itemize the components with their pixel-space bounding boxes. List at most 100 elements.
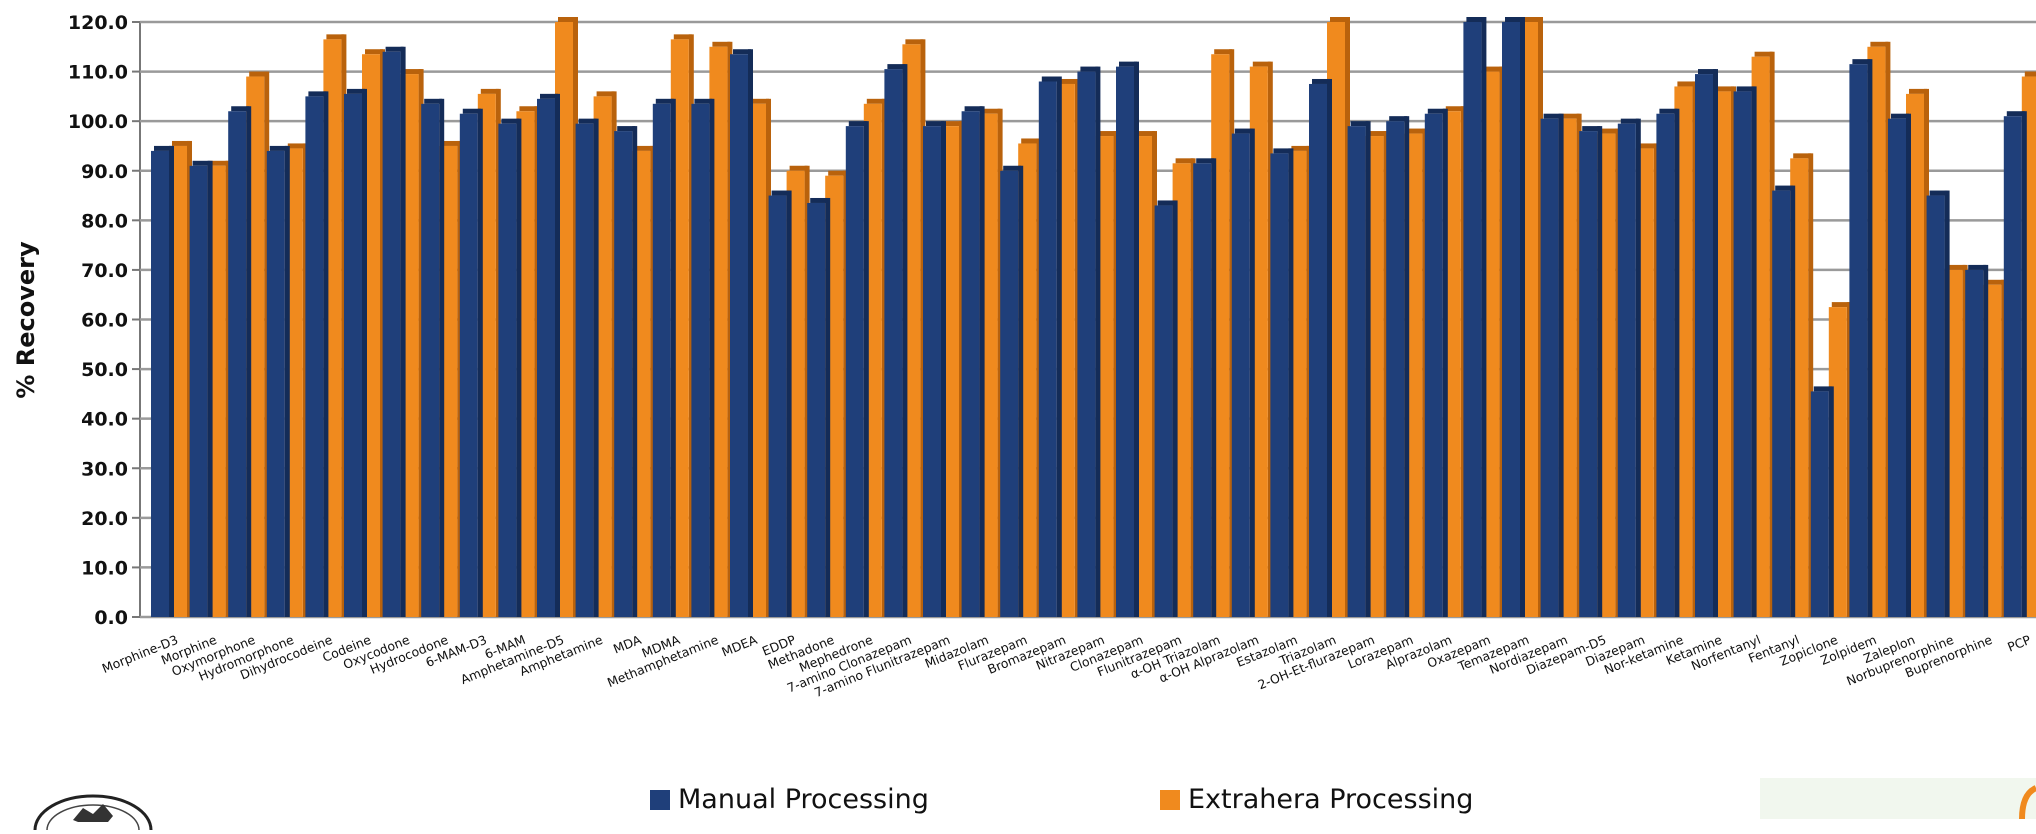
bar-manual	[691, 103, 710, 617]
bar-manual	[498, 123, 517, 617]
bar-manual-side	[2021, 111, 2027, 617]
bar-manual-side	[1404, 116, 1410, 618]
bar-manual-top	[385, 46, 404, 52]
bar-manual-top	[347, 88, 365, 94]
x-tick-label: PCP	[2005, 632, 2033, 655]
bar-manual-side	[400, 46, 406, 617]
bar-manual	[1502, 22, 1520, 617]
bar-manual-side	[1635, 118, 1641, 617]
bar-extrahera-side	[1306, 145, 1312, 617]
bar-manual-top	[1543, 113, 1562, 119]
y-tick-label: 50.0	[81, 359, 128, 381]
legend-swatch-manual	[650, 789, 670, 810]
bar-extrahera-top	[1059, 78, 1078, 84]
bar-extrahera-top	[1600, 128, 1619, 134]
bar-manual-side	[1442, 108, 1448, 618]
bar-manual-top	[1157, 200, 1176, 206]
bar-extrahera-top	[982, 108, 1001, 114]
bar-extrahera-top	[1407, 128, 1426, 134]
bar-manual-top	[231, 106, 250, 112]
bar-manual	[575, 123, 594, 617]
bar-extrahera-top	[1909, 88, 1927, 94]
bar-extrahera-side	[1769, 51, 1775, 618]
bar-manual-side	[709, 98, 715, 617]
bar-extrahera-side	[534, 106, 540, 617]
bar-manual-top	[1698, 69, 1716, 75]
bar-manual-top	[1891, 113, 1909, 119]
bar-manual-top	[1659, 108, 1678, 114]
bar-manual-side	[1713, 69, 1718, 617]
bar-manual	[961, 111, 980, 617]
y-tick-label: 60.0	[81, 310, 128, 332]
bar-manual-top	[1620, 118, 1639, 124]
bar-extrahera-side	[264, 71, 270, 617]
bar-manual-side	[516, 118, 522, 617]
y-tick-label: 80.0	[81, 210, 128, 232]
bar-manual	[151, 150, 169, 617]
bar-extrahera-top	[1523, 17, 1541, 22]
bar-manual-side	[323, 91, 329, 617]
y-tick-label: 30.0	[81, 458, 128, 480]
bar-manual-top	[501, 118, 520, 124]
bar-extrahera-side	[997, 108, 1003, 618]
bar-extrahera-top	[673, 34, 692, 40]
bar-manual	[1193, 163, 1212, 617]
bar-extrahera-side	[1576, 113, 1582, 617]
bar-manual	[1038, 81, 1057, 617]
bar-manual	[382, 51, 401, 617]
bar-extrahera-side	[1962, 264, 1968, 617]
bar-manual	[768, 195, 787, 617]
bar-extrahera-side	[766, 98, 771, 617]
bar-manual	[459, 113, 478, 618]
y-tick-label: 10.0	[81, 557, 128, 579]
bar-manual-side	[941, 121, 946, 617]
bar-extrahera-side	[1152, 131, 1157, 617]
bar-manual-top	[1312, 78, 1330, 84]
bar-manual-top	[1929, 190, 1948, 196]
bar-extrahera-top	[1098, 131, 1117, 137]
bar-manual-top	[1736, 86, 1755, 92]
y-tick-label: 90.0	[81, 161, 128, 183]
bar-manual-side	[632, 126, 638, 617]
bar-manual	[344, 93, 362, 618]
x-tick-label: MDA	[611, 632, 644, 657]
bar-manual	[421, 103, 440, 617]
bar-manual	[1386, 121, 1405, 618]
bar-manual	[1463, 22, 1482, 617]
bar-manual-side	[1558, 113, 1564, 617]
bar-manual-top	[733, 49, 751, 55]
bar-extrahera-side	[1499, 66, 1505, 618]
bar-manual	[1656, 113, 1675, 618]
bar-manual-side	[670, 98, 676, 617]
bar-manual	[1270, 153, 1289, 618]
bar-manual	[1695, 74, 1713, 617]
bar-manual-side	[902, 64, 908, 617]
bar-manual-side	[1134, 61, 1139, 617]
bar-extrahera-top	[635, 145, 654, 151]
bar-extrahera-top	[1330, 17, 1348, 22]
bar-manual	[2003, 116, 2022, 617]
university-seal-icon	[18, 790, 168, 834]
bar-manual-top	[926, 121, 944, 127]
bar-extrahera-side	[1653, 143, 1659, 617]
bar-manual-side	[1828, 386, 1834, 617]
bar-manual-top	[964, 106, 983, 112]
bar-manual-side	[1365, 121, 1371, 617]
bar-manual-top	[154, 145, 172, 151]
bar-extrahera-top	[1021, 138, 1040, 144]
bar-manual	[1231, 133, 1250, 617]
bar-extrahera-top	[1677, 81, 1696, 87]
bar-manual-side	[1018, 165, 1024, 617]
bar-manual	[845, 126, 864, 617]
bar-manual	[1116, 66, 1134, 617]
bar-manual-side	[979, 106, 985, 617]
bar-manual	[305, 96, 324, 617]
bar-extrahera-side	[1460, 106, 1466, 617]
bar-extrahera-top	[596, 91, 615, 97]
bar-manual-side	[1288, 148, 1294, 618]
bar-manual	[730, 54, 748, 617]
bar-manual-top	[1119, 61, 1137, 67]
bar-extrahera-side	[495, 88, 501, 618]
bar-extrahera-side	[1113, 131, 1119, 617]
